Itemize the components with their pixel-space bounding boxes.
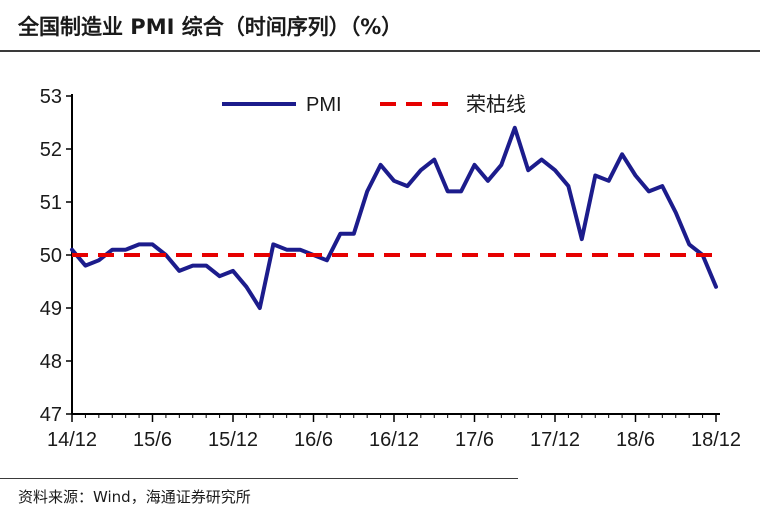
- footer-divider: [0, 478, 518, 479]
- y-tick-label: 52: [40, 139, 62, 161]
- x-tick-label: 14/12: [47, 429, 97, 451]
- chart-title: 全国制造业 PMI 综合（时间序列）（%）: [18, 15, 403, 39]
- legend-pmi-label: PMI: [306, 94, 342, 116]
- x-tick-label: 18/6: [616, 429, 655, 451]
- title-divider: [0, 50, 760, 52]
- legend-threshold-label: 荣枯线: [466, 93, 526, 116]
- chart-area: 47 48 49 50 51 52 53 14/12 15/6 15/12 16/6 16/12 17/…: [0, 60, 780, 470]
- y-tick-label: 50: [40, 245, 62, 267]
- x-tick-label: 18/12: [691, 429, 741, 451]
- x-tick-label: 17/12: [530, 429, 580, 451]
- y-tick-label: 48: [40, 351, 62, 373]
- y-tick-label: 51: [40, 192, 62, 214]
- x-tick-label: 17/6: [455, 429, 494, 451]
- y-tick-label: 47: [40, 404, 62, 426]
- x-tick-label: 15/12: [208, 429, 258, 451]
- y-tick-label: 49: [40, 298, 62, 320]
- chart-header: 全国制造业 PMI 综合（时间序列）（%）: [0, 0, 780, 52]
- x-tick-label: 16/12: [369, 429, 419, 451]
- source-note: 资料来源：Wind，海通证券研究所: [18, 488, 251, 506]
- pmi-series-line: [70, 125, 718, 310]
- y-tick-label: 53: [40, 86, 62, 108]
- x-tick-label: 15/6: [133, 429, 172, 451]
- pmi-line-chart: 47 48 49 50 51 52 53 14/12 15/6 15/12 16/6 16/12 17/…: [40, 86, 741, 451]
- x-tick-label: 16/6: [294, 429, 333, 451]
